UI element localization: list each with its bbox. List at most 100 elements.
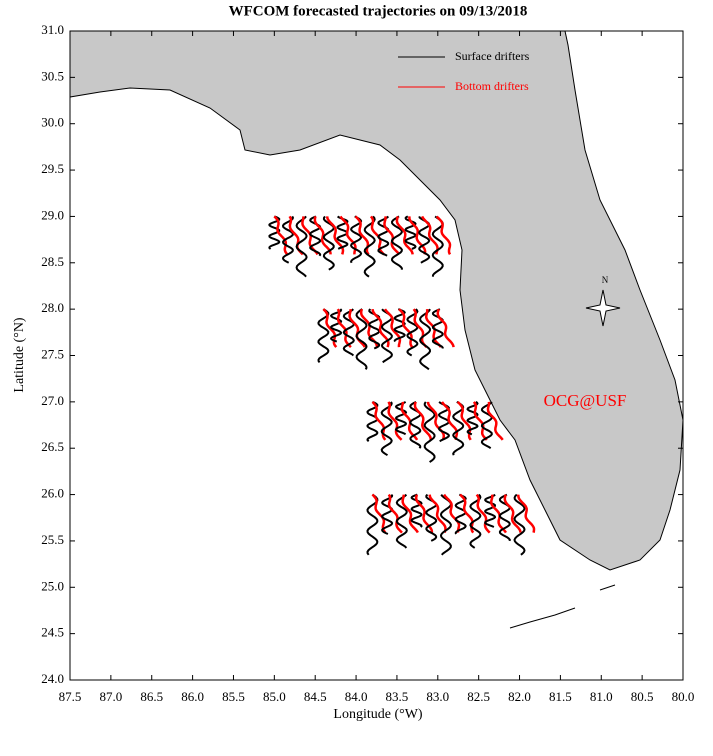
y-tick-label: 30.5 <box>41 68 64 83</box>
x-tick-label: 80.5 <box>631 689 654 704</box>
bottom-trajectory <box>401 494 419 534</box>
surface-trajectory <box>329 308 343 343</box>
surface-trajectory <box>423 401 436 463</box>
bottom-trajectory <box>395 216 414 255</box>
surface-trajectory <box>377 215 390 257</box>
y-axis-label: Latitude (°N) <box>12 317 27 393</box>
x-tick-label: 80.0 <box>672 689 695 704</box>
y-tick-label: 28.5 <box>41 254 64 269</box>
bottom-trajectory <box>517 494 536 533</box>
surface-trajectory <box>390 215 403 270</box>
surface-trajectory <box>363 215 376 278</box>
y-tick-label: 25.0 <box>41 578 64 593</box>
y-tick-label: 28.0 <box>41 300 64 315</box>
legend-label: Bottom drifters <box>455 79 529 93</box>
compass-label: N <box>602 275 609 285</box>
surface-trajectory <box>410 493 423 528</box>
y-tick-label: 25.5 <box>41 532 64 547</box>
surface-trajectory <box>484 493 497 528</box>
bottom-trajectory <box>486 401 504 441</box>
x-tick-label: 86.0 <box>181 689 204 704</box>
bottom-trajectory <box>398 308 414 348</box>
bottom-trajectory <box>472 401 488 441</box>
bottom-trajectory <box>387 493 403 534</box>
bottom-trajectory <box>435 215 452 256</box>
surface-trajectory <box>513 493 526 556</box>
surface-trajectory <box>342 308 355 357</box>
surface-trajectory <box>380 493 394 535</box>
bottom-trajectory <box>421 215 439 255</box>
compass: N <box>585 275 621 327</box>
x-tick-label: 84.5 <box>304 689 327 704</box>
surface-trajectory <box>409 401 422 449</box>
land <box>69 30 684 571</box>
x-tick-label: 82.0 <box>508 689 531 704</box>
x-tick-label: 81.0 <box>590 689 613 704</box>
surface-trajectory <box>366 493 379 556</box>
surface-trajectory <box>431 215 444 277</box>
bottom-trajectory <box>336 308 352 348</box>
y-tick-label: 26.0 <box>41 486 64 501</box>
surface-trajectory <box>452 401 465 456</box>
bottom-trajectory <box>371 493 387 534</box>
y-tick-label: 31.0 <box>41 22 64 37</box>
surface-trajectory <box>317 308 330 364</box>
x-tick-label: 85.5 <box>222 689 245 704</box>
annotation: OCG@USF <box>544 391 627 410</box>
x-tick-label: 83.5 <box>386 689 409 704</box>
surface-trajectory <box>395 493 408 549</box>
bottom-trajectory <box>383 308 402 348</box>
surface-trajectory <box>394 401 408 436</box>
surface-trajectory <box>498 493 511 542</box>
x-tick-label: 82.5 <box>467 689 490 704</box>
bottom-trajectory <box>426 401 446 441</box>
bottom-trajectory <box>428 494 447 533</box>
surface-trajectory <box>350 215 363 264</box>
bottom-trajectory <box>408 216 427 255</box>
bottom-trajectory <box>413 401 432 441</box>
bottom-trajectory <box>313 216 332 255</box>
bottom-trajectory <box>503 494 522 533</box>
surface-trajectory <box>454 493 467 535</box>
surface-trajectory <box>469 493 482 549</box>
x-tick-label: 81.5 <box>549 689 572 704</box>
surface-trajectory <box>268 215 281 250</box>
bottom-trajectory <box>436 308 455 348</box>
y-tick-label: 26.5 <box>41 439 64 454</box>
y-tick-label: 27.0 <box>41 393 64 408</box>
surface-trajectory <box>355 308 368 370</box>
y-tick-label: 29.0 <box>41 207 64 222</box>
bottom-trajectory <box>383 216 401 256</box>
bottom-trajectory <box>387 401 403 441</box>
surface-trajectory <box>281 215 294 264</box>
y-tick-label: 27.5 <box>41 346 64 361</box>
surface-trajectory <box>380 401 393 457</box>
y-tick-label: 30.0 <box>41 115 64 130</box>
x-tick-label: 85.0 <box>263 689 286 704</box>
bottom-trajectory <box>412 308 428 349</box>
compass-rose <box>585 289 621 327</box>
surface-trajectory <box>466 401 479 436</box>
surface-trajectory <box>309 215 322 257</box>
x-tick-label: 86.5 <box>140 689 163 704</box>
x-tick-label: 87.5 <box>59 689 82 704</box>
bottom-trajectory <box>490 494 507 534</box>
surface-trajectory <box>295 215 308 278</box>
bottom-trajectory <box>475 493 491 534</box>
title: WFCOM forecasted trajectories on 09/13/2… <box>229 3 528 19</box>
x-axis-label: Longitude (°W) <box>333 707 423 722</box>
bottom-trajectory <box>443 493 461 533</box>
keys <box>509 584 616 629</box>
y-tick-label: 29.5 <box>41 161 64 176</box>
surface-trajectory <box>431 308 444 349</box>
surface-trajectory <box>480 401 493 450</box>
x-tick-label: 87.0 <box>99 689 122 704</box>
surface-trajectory <box>406 308 419 357</box>
y-tick-label: 24.0 <box>41 671 64 686</box>
bottom-trajectory <box>273 215 289 256</box>
x-tick-label: 83.0 <box>426 689 449 704</box>
y-tick-label: 24.5 <box>41 625 64 640</box>
legend-label: Surface drifters <box>455 49 530 63</box>
bottom-trajectory <box>440 401 459 441</box>
